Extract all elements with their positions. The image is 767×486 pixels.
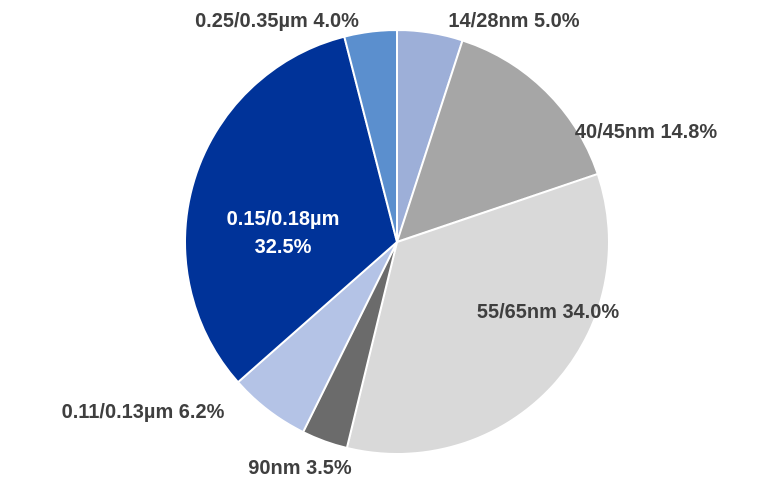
slice-percent: 5.0% xyxy=(534,10,580,32)
slice-name: 55/65nm xyxy=(477,301,563,323)
pie-slice-label: 14/28nm 5.0% xyxy=(448,10,579,32)
slice-name: 90nm xyxy=(248,457,306,479)
slice-percent: 14.8% xyxy=(660,121,717,143)
slice-percent: 4.0% xyxy=(313,10,359,32)
slice-percent: 34.0% xyxy=(562,301,619,323)
slice-percent: 3.5% xyxy=(306,457,352,479)
pie-slice-label: 0.11/0.13µm 6.2% xyxy=(62,401,225,423)
slice-name: 14/28nm xyxy=(448,10,534,32)
pie-slice-label: 0.15/0.18µm 32.5% xyxy=(227,208,340,258)
slice-name: 0.11/0.13µm xyxy=(62,401,179,423)
slice-name: 40/45nm xyxy=(575,121,661,143)
pie-slice xyxy=(345,172,610,455)
pie-slices xyxy=(184,28,610,455)
pie-slice xyxy=(395,39,600,244)
slice-name: 0.15/0.18µm xyxy=(227,208,340,230)
slice-percent: 32.5% xyxy=(255,236,312,258)
pie-slice-label: 90nm 3.5% xyxy=(248,457,352,479)
pie-slice-label: 0.25/0.35µm 4.0% xyxy=(195,10,359,32)
pie-slice-label: 40/45nm 14.8% xyxy=(575,121,718,143)
pie-slice xyxy=(343,28,398,243)
slice-percent: 6.2% xyxy=(179,401,225,423)
slice-name: 0.25/0.35µm xyxy=(195,10,313,32)
pie-slice-label: 55/65nm 34.0% xyxy=(477,301,620,323)
pie-labels: 14/28nm 5.0% 40/45nm 14.8% 55/65nm 34.0% 90… xyxy=(62,10,718,479)
pie-slice xyxy=(184,35,399,384)
